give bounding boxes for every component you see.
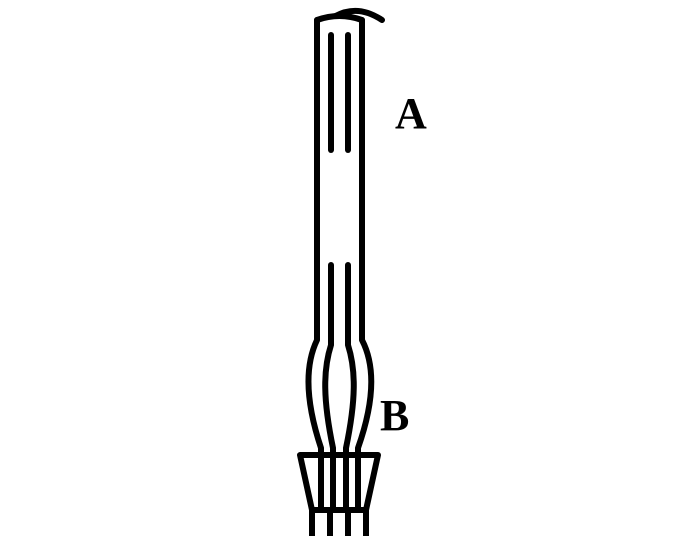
inner-right-lower — [346, 265, 354, 510]
outer-left-wall — [308, 20, 321, 510]
inner-left-lower — [325, 265, 333, 510]
label-a: A — [395, 88, 427, 139]
stopper-outline — [300, 455, 378, 510]
label-b: B — [380, 390, 409, 441]
outer-right-wall — [358, 20, 371, 510]
